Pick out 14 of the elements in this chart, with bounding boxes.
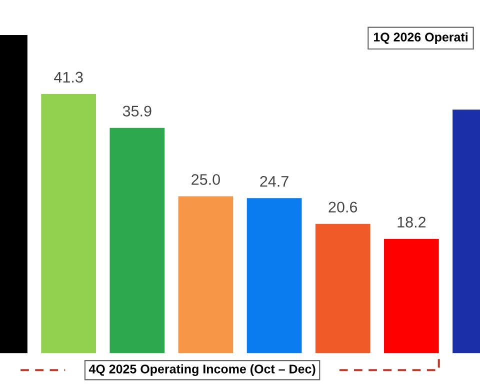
text: 4Q 2025 Operating Income (Oct – Dec) [88,364,316,376]
data-label: 25.0 [192,174,220,185]
bar [110,128,165,354]
data-label: 20.6 [328,202,358,213]
bar [384,238,439,354]
data-label: 24.7 [260,176,288,187]
bar [178,196,234,354]
data-label: 41.3 [54,72,83,83]
bar [315,224,370,354]
bar [246,198,302,354]
bar [41,94,96,354]
annotation: 1Q 2026 Operati [374,32,468,44]
data-label: 35.9 [122,106,152,117]
data-label: 18.2 [398,216,426,228]
